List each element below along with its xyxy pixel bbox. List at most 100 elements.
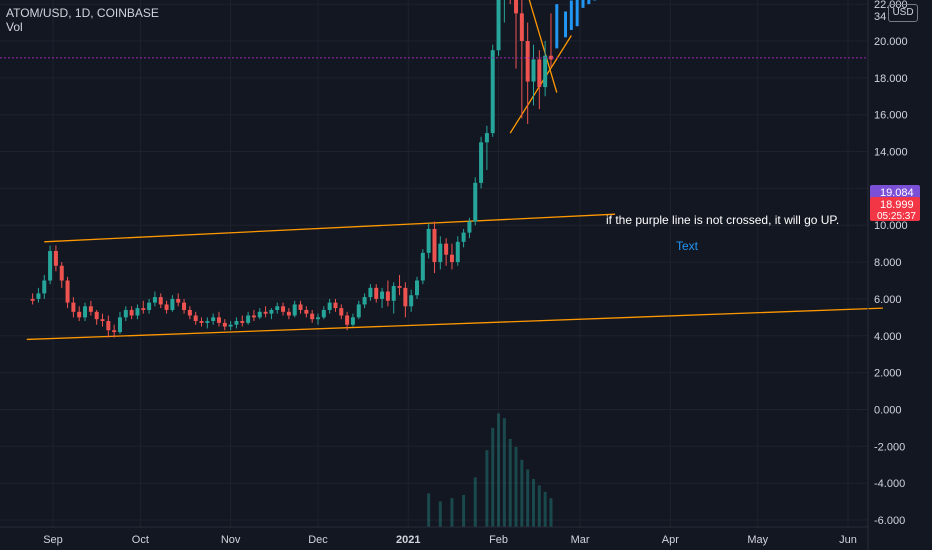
countdown-label: 05:25:37 (877, 211, 916, 222)
purple-price-badge (870, 185, 920, 199)
candle-body (246, 315, 251, 323)
candle-body (187, 309, 192, 316)
candle-body (543, 55, 548, 88)
candle-body (333, 302, 338, 309)
candle-body (275, 306, 280, 310)
candle-body (415, 280, 420, 296)
candle-body (368, 287, 373, 298)
candle-body (496, 0, 501, 51)
candle-body (432, 228, 437, 263)
y-tick-label: 14.000 (874, 147, 908, 159)
annotation-note[interactable]: if the purple line is not crossed, it wi… (606, 213, 839, 227)
candle-body (123, 309, 128, 318)
volume-bar (491, 427, 495, 527)
candle-body (53, 251, 58, 266)
candle-body (269, 309, 274, 314)
candle-body (438, 243, 443, 263)
x-tick-label: Apr (662, 534, 679, 546)
candle-body (409, 295, 414, 307)
currency-badge[interactable]: USD (888, 4, 918, 22)
channel-upper-trendline[interactable] (44, 213, 616, 243)
candle-body (205, 321, 210, 323)
candle-body (100, 319, 105, 322)
candle-body (30, 298, 35, 301)
candle-body (490, 50, 495, 134)
volume-bar (502, 418, 506, 527)
volume-bar (537, 485, 541, 527)
candle-body (263, 311, 268, 314)
y-tick-label: 2.000 (874, 368, 902, 380)
last-price-badge (870, 197, 920, 221)
volume-bar (462, 495, 466, 527)
candle-body (164, 304, 169, 310)
time-axis[interactable]: Sep Oct Nov Dec 2021 Feb Mar Apr May Jun (43, 534, 857, 546)
candle-body (519, 13, 524, 41)
candle-body (158, 297, 163, 305)
candle-body (152, 297, 157, 303)
last-price-label: 18.999 (880, 199, 914, 211)
triangle-upper-trendline[interactable] (504, 0, 558, 93)
candle-body (304, 309, 309, 314)
projection-bar[interactable] (581, 0, 585, 8)
channel-lower-trendline[interactable] (26, 307, 883, 341)
y-tick-label: -2.000 (874, 441, 905, 453)
symbol-title[interactable]: ATOM/USD, 1D, COINBASE (6, 6, 159, 20)
candle-body (525, 41, 530, 82)
candle-body (537, 59, 542, 88)
candle-body (234, 321, 239, 325)
x-tick-label: Mar (571, 534, 590, 546)
candle-body (316, 317, 320, 320)
candle-body (77, 311, 82, 318)
candle-body (251, 315, 256, 318)
y-tick-label: 16.000 (874, 110, 908, 122)
candle-body (182, 302, 187, 310)
y-tick-label: 18.000 (874, 73, 908, 85)
candle-body (461, 232, 466, 242)
candle-body (286, 311, 291, 316)
candle-body (339, 308, 344, 316)
volume-bar (497, 413, 501, 527)
candle-body (298, 304, 303, 310)
candle-body (83, 306, 88, 318)
candle-body (310, 313, 315, 320)
volume-indicator-label[interactable]: Vol (6, 20, 23, 34)
candle-body (531, 59, 536, 82)
candle-body (479, 142, 484, 183)
candle-body (193, 315, 198, 322)
y-tick-label: 10.000 (874, 220, 908, 232)
grid-lines (0, 0, 868, 527)
purple-price-label: 19.084 (880, 187, 914, 199)
candle-body (65, 280, 70, 303)
y-tick-label: 8.000 (874, 257, 902, 269)
projection-bar[interactable] (587, 0, 591, 5)
candle-body (362, 297, 367, 305)
candle-body (403, 287, 408, 307)
annotation-text-label[interactable]: Text (676, 239, 699, 253)
candle-body (391, 286, 396, 301)
candle-body (292, 304, 297, 316)
volume-bar (438, 501, 442, 527)
projection-bar[interactable] (575, 0, 579, 27)
projection-bars[interactable] (555, 0, 608, 49)
candle-body (257, 311, 262, 318)
candle-body (356, 304, 361, 318)
candle-body (380, 291, 385, 299)
projection-bar[interactable] (569, 0, 573, 30)
x-tick-label: Jun (839, 534, 857, 546)
candle-body (548, 55, 553, 60)
candle-body (473, 182, 478, 222)
candle-body (199, 321, 204, 323)
volume-bars (427, 413, 553, 527)
projection-bar[interactable] (564, 11, 568, 38)
y-tick-label: -4.000 (874, 478, 905, 490)
trendlines[interactable] (26, 0, 883, 341)
projection-bar[interactable] (555, 4, 559, 49)
volume-bar (520, 459, 524, 527)
candle-body (397, 286, 402, 288)
x-tick-label: 2021 (396, 534, 420, 546)
x-tick-label: Sep (43, 534, 63, 546)
candle-body (59, 265, 64, 281)
candle-body (94, 311, 99, 320)
candle-body (514, 0, 519, 14)
